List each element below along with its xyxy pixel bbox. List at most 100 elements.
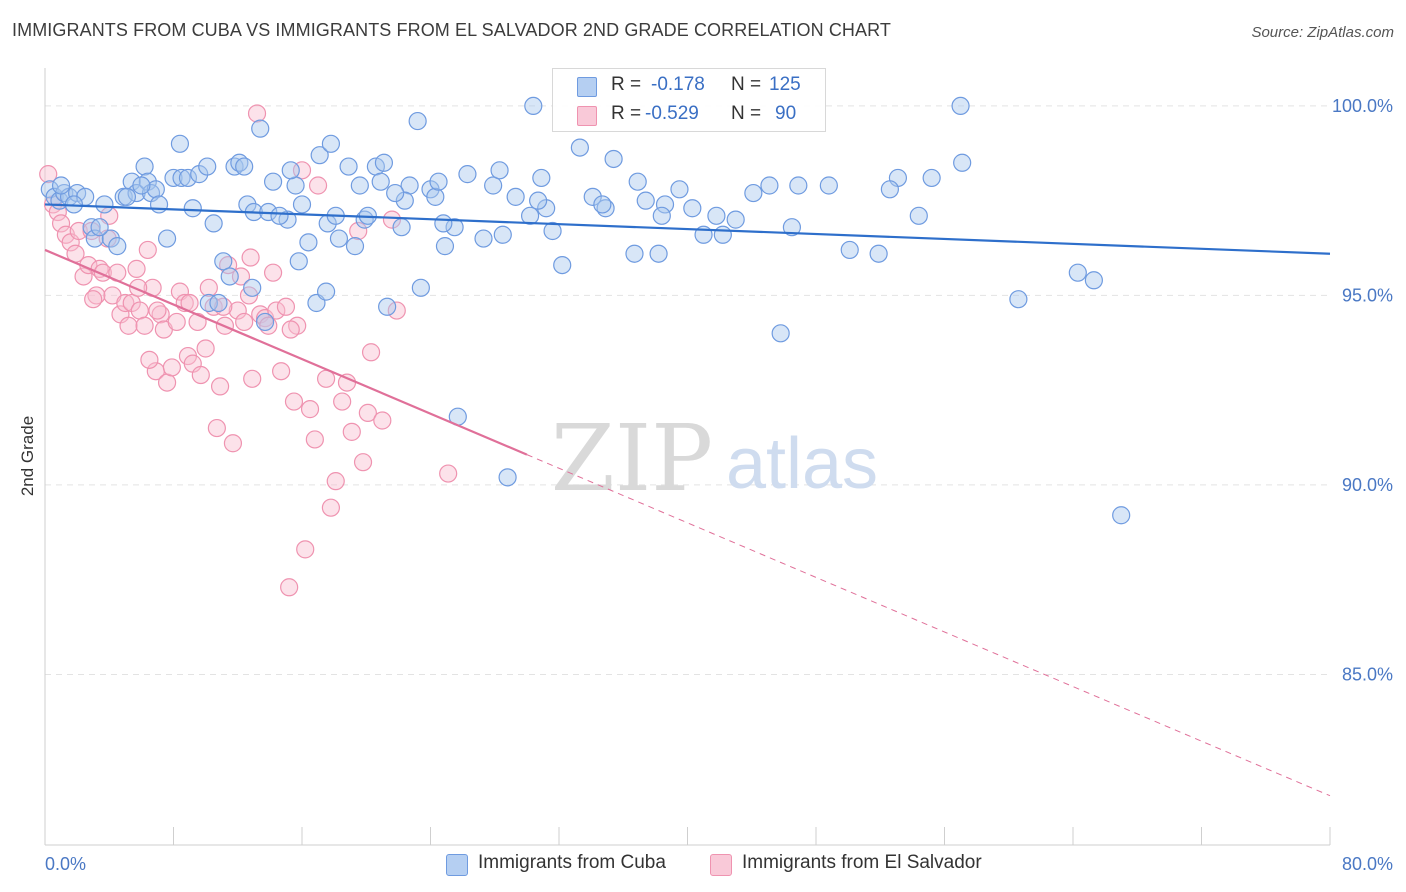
salvador-point xyxy=(223,434,243,453)
cuba-point xyxy=(953,153,972,172)
cuba-point xyxy=(85,229,104,248)
legend-r-value: -0.178 xyxy=(651,74,705,95)
cuba-point xyxy=(520,206,540,225)
salvador-trend-extension xyxy=(526,454,1331,797)
cuba-point xyxy=(426,187,445,206)
cuba-point xyxy=(771,324,790,343)
cuba-point xyxy=(408,111,427,131)
salvador-point xyxy=(263,263,283,282)
salvador-point xyxy=(84,290,103,309)
cuba-point xyxy=(292,195,312,214)
cuba-point xyxy=(880,180,899,199)
cuba-point xyxy=(170,134,190,153)
cuba-point xyxy=(209,293,228,313)
salvador-point xyxy=(358,403,377,423)
cuba-point xyxy=(1084,271,1103,290)
cuba-legend-swatch xyxy=(446,854,468,876)
salvador-point xyxy=(138,240,157,260)
salvador-point xyxy=(276,297,296,316)
cuba-point xyxy=(909,206,928,225)
salvador-point xyxy=(308,176,328,195)
cuba-point xyxy=(490,161,509,180)
salvador-point xyxy=(48,202,67,222)
cuba-point xyxy=(713,225,732,244)
salvador-trend-line xyxy=(44,248,528,456)
y-tick-labels: 85.0% 90.0% 95.0% 100.0% xyxy=(1332,96,1393,685)
cuba-point xyxy=(378,297,397,316)
cuba-point xyxy=(529,191,548,210)
salvador-point xyxy=(305,430,324,449)
salvador-point xyxy=(349,221,368,241)
salvador-point xyxy=(130,301,149,320)
cuba-point xyxy=(132,176,151,195)
salvador-point xyxy=(321,498,341,517)
salvador-point xyxy=(135,316,154,335)
stats-legend: R = -0.178 N = 125 R = -0.529 N = 90 xyxy=(552,68,826,132)
cuba-point xyxy=(214,252,233,271)
cuba-point xyxy=(251,119,270,138)
watermark: ZIP atlas xyxy=(551,405,878,512)
salvador-point xyxy=(281,320,300,339)
cuba-point xyxy=(371,172,390,191)
cuba-point xyxy=(329,229,349,248)
cuba-point xyxy=(243,278,262,297)
legend-cuba-label: Immigrants from Cuba xyxy=(478,852,666,873)
watermark-atlas: atlas xyxy=(726,424,878,504)
source-label: Source: ZipAtlas.com xyxy=(1251,24,1394,41)
legend-row-cuba: R = -0.178 N = 125 xyxy=(553,71,825,101)
cuba-point xyxy=(204,214,223,233)
legend-r-label: R = xyxy=(611,103,642,124)
salvador-point xyxy=(247,104,267,123)
cuba-point xyxy=(869,244,888,263)
salvador-point xyxy=(188,312,207,332)
cuba-point xyxy=(506,187,525,206)
watermark-zip: ZIP xyxy=(551,405,713,512)
cuba-point xyxy=(819,176,838,195)
salvador-point xyxy=(162,358,181,377)
legend-row-salvador: R = -0.529 N = 90 xyxy=(553,100,825,130)
cuba-point xyxy=(108,237,127,256)
cuba-point xyxy=(524,96,543,116)
cuba-point xyxy=(1068,263,1087,282)
salvador-point xyxy=(191,365,210,385)
salvador-legend-swatch xyxy=(710,854,732,876)
cuba-point xyxy=(583,187,602,206)
cuba-point xyxy=(493,225,512,244)
cuba-point xyxy=(172,168,191,188)
cuba-point xyxy=(135,157,154,176)
cuba-point xyxy=(392,218,411,237)
cuba-point xyxy=(374,153,394,172)
y-tick-label: 95.0% xyxy=(1342,285,1393,305)
salvador-point xyxy=(148,301,167,320)
cuba-point xyxy=(345,237,365,256)
cuba-point xyxy=(255,312,275,332)
legend-n-value: 125 xyxy=(769,74,801,95)
salvador-points xyxy=(39,104,458,597)
cuba-point xyxy=(350,176,369,195)
cuba-point xyxy=(411,278,430,297)
cuba-point xyxy=(310,146,329,165)
salvador-swatch xyxy=(577,106,597,126)
cuba-swatch xyxy=(577,77,597,97)
cuba-point xyxy=(484,176,503,195)
cuba-point xyxy=(299,233,318,252)
cuba-point xyxy=(760,176,779,195)
cuba-point xyxy=(683,199,702,218)
cuba-point xyxy=(593,195,612,214)
cuba-trend-line xyxy=(44,203,1331,255)
cuba-point xyxy=(199,293,218,313)
cuba-point xyxy=(339,157,358,176)
cuba-point xyxy=(570,138,589,157)
legend-n-label: N = xyxy=(731,74,762,95)
cuba-point xyxy=(429,172,448,191)
y-tick-label: 90.0% xyxy=(1342,475,1393,495)
salvador-point xyxy=(387,301,406,320)
cuba-point xyxy=(652,206,671,225)
salvador-point xyxy=(300,400,320,419)
cuba-point xyxy=(707,206,726,225)
cuba-point xyxy=(157,229,177,248)
cuba-point xyxy=(670,180,689,199)
salvador-point xyxy=(326,472,345,491)
salvador-point xyxy=(51,214,71,233)
cuba-point xyxy=(435,237,455,256)
